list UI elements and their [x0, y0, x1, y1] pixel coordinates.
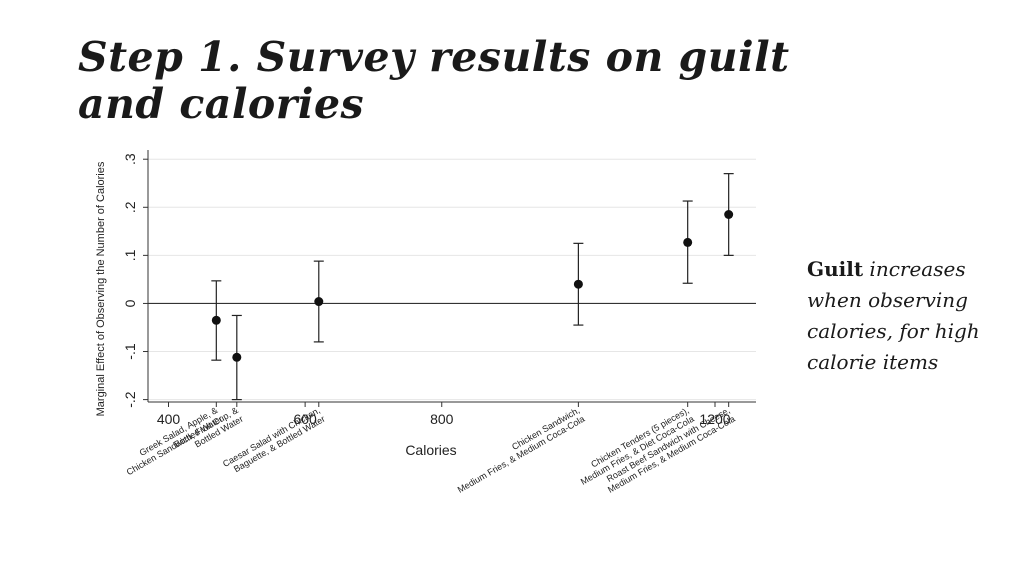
y-tick-label: 0 [122, 299, 138, 307]
y-tick-label: .2 [122, 201, 138, 213]
data-point [232, 352, 242, 362]
x-tick-label: 1200 [699, 411, 730, 427]
takeaway-note: Guilt increases when observing calories,… [807, 254, 1012, 378]
item-label-line: Baguette, & Bottled Water [232, 414, 327, 475]
y-tick-label: -.1 [122, 343, 138, 360]
y-tick-label: .3 [122, 153, 138, 165]
grid-lines [148, 158, 756, 401]
x-axis-label: Calories [405, 442, 456, 458]
data-point [724, 210, 734, 219]
data-point [211, 315, 221, 325]
data-points [211, 210, 734, 362]
data-point [573, 279, 583, 289]
x-tick-label: 800 [430, 411, 454, 427]
y-axis-label: Marginal Effect of Observing the Number … [95, 161, 107, 416]
item-label-line: Chicken Sandwich, Fruit Cup, & [125, 405, 240, 477]
item-label-line: Medium Fries, & Medium Coca-Cola [456, 414, 587, 495]
note-text: increases when observing calories, for h… [807, 257, 980, 374]
page-title: Step 1. Survey results on guilt and calo… [78, 33, 790, 128]
axes: .3 .2 .1 0 -.1 -.2 400 600 800 1200 [122, 150, 756, 427]
x-tick-label: 600 [293, 411, 317, 427]
x-tick-label: 400 [157, 411, 181, 427]
item-label: Chicken Sandwich,Medium Fries, & Medium … [451, 405, 587, 495]
y-tick-label: -.2 [122, 391, 138, 408]
note-keyword: Guilt [807, 257, 864, 281]
y-tick-label: .1 [122, 249, 138, 261]
data-point [314, 297, 324, 307]
data-point [683, 237, 693, 247]
